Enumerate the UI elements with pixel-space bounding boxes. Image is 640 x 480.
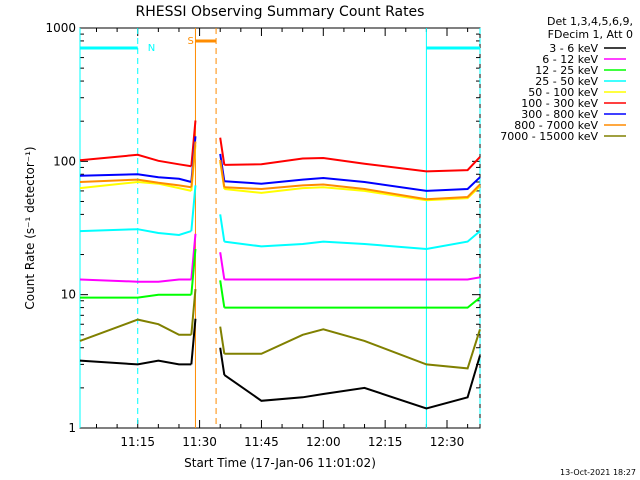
series-line [224, 183, 481, 201]
annotation-label: N [148, 43, 155, 54]
series-line [79, 153, 192, 168]
legend-label: 7000 - 15000 keV [500, 130, 598, 143]
annotation-label: S [187, 36, 193, 47]
flare-spike [219, 214, 226, 242]
flare-spike [190, 120, 197, 167]
series-line [79, 359, 192, 366]
flare-spike [219, 252, 226, 280]
series-line [224, 230, 481, 251]
y-tick-label: 10 [61, 288, 76, 302]
plot-area: 1 10 100 1000 11:15 11:30 11:45 12:00 12:15 12:30… [45, 21, 481, 449]
y-tick-label: 100 [53, 154, 76, 168]
flare-spike [219, 347, 226, 376]
x-tick-label: 12:00 [306, 435, 341, 449]
legend-label: 800 - 7000 keV [514, 119, 598, 132]
y-tick-label: 1 [68, 421, 76, 435]
series-line [223, 355, 481, 410]
flare-spike [190, 248, 197, 295]
x-tick-label: 12:30 [430, 435, 465, 449]
y-tick-label: 1000 [45, 21, 76, 35]
flare-spike [190, 233, 197, 280]
x-tick-label: 11:15 [120, 435, 155, 449]
flare-spike [219, 159, 226, 188]
legend-label: 300 - 800 keV [521, 108, 598, 121]
y-axis-label: Count Rate (s⁻¹ detector⁻¹) [23, 146, 37, 309]
x-tick-label: 11:30 [182, 435, 217, 449]
series-line [224, 176, 481, 192]
series-line [79, 178, 192, 189]
legend-label: 100 - 300 keV [521, 97, 598, 110]
legend-label: 6 - 12 keV [542, 53, 598, 66]
flare-spike [190, 185, 197, 232]
series-line [79, 278, 192, 283]
flare-spike [190, 289, 197, 335]
series-line [79, 228, 192, 237]
flare-spike [219, 137, 226, 166]
timestamp: 13-Oct-2021 18:27 [560, 468, 636, 477]
legend-label: 50 - 100 keV [528, 86, 598, 99]
flare-spike [190, 318, 197, 365]
series-line [224, 185, 481, 202]
series-line [224, 276, 481, 281]
legend-label: 12 - 25 keV [535, 64, 598, 77]
series-line [79, 173, 192, 183]
series-line [224, 156, 481, 173]
legend-header-fdecim: FDecim 1, Att 0 [548, 28, 633, 41]
chart-title: RHESSI Observing Summary Count Rates [136, 4, 425, 20]
flare-spike [219, 326, 226, 354]
series-line [224, 296, 481, 309]
x-tick-label: 11:45 [244, 435, 279, 449]
series-line [79, 318, 192, 342]
flare-spike [219, 280, 226, 308]
series-line [80, 293, 192, 299]
legend-label: 25 - 50 keV [535, 75, 598, 88]
legend-label: 3 - 6 keV [549, 42, 598, 55]
x-tick-label: 12:15 [368, 435, 403, 449]
legend-header-detectors: Det 1,3,4,5,6,9, [547, 15, 633, 28]
x-axis-label: Start Time (17-Jan-06 11:01:02) [184, 456, 376, 470]
series-line [224, 328, 481, 370]
flare-spike [190, 141, 197, 188]
